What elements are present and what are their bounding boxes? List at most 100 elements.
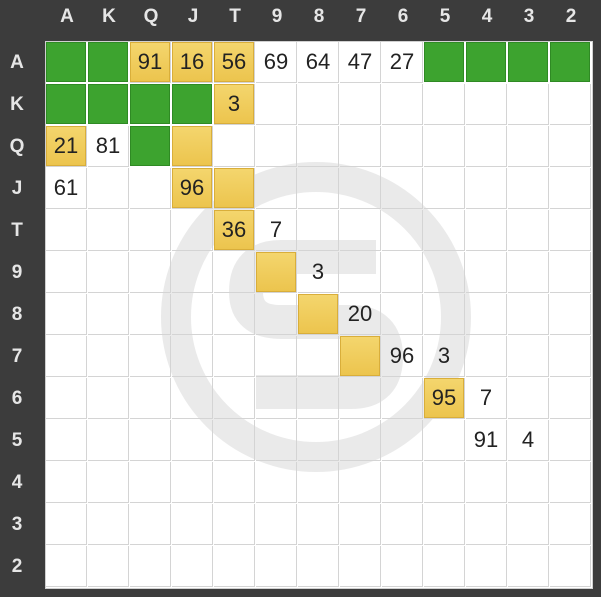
hand-cell-9Q[interactable] — [130, 252, 171, 293]
hand-cell-28[interactable] — [298, 546, 339, 587]
hand-cell-44[interactable] — [466, 462, 507, 503]
hand-cell-T2[interactable] — [550, 210, 591, 251]
hand-cell-83[interactable] — [508, 294, 549, 335]
hand-cell-8K[interactable] — [88, 294, 129, 335]
hand-cell-TK[interactable] — [88, 210, 129, 251]
hand-cell-32[interactable] — [550, 504, 591, 545]
hand-cell-A9[interactable]: 69 — [256, 42, 297, 83]
hand-cell-T3[interactable] — [508, 210, 549, 251]
hand-cell-TJ[interactable] — [172, 210, 213, 251]
hand-cell-63[interactable] — [508, 378, 549, 419]
hand-cell-KQ[interactable] — [130, 84, 171, 125]
hand-cell-72[interactable] — [550, 336, 591, 377]
hand-cell-42[interactable] — [550, 462, 591, 503]
hand-cell-AA[interactable] — [46, 42, 87, 83]
hand-cell-K8[interactable] — [298, 84, 339, 125]
hand-cell-T4[interactable] — [466, 210, 507, 251]
hand-cell-2T[interactable] — [214, 546, 255, 587]
hand-cell-9J[interactable] — [172, 252, 213, 293]
hand-cell-23[interactable] — [508, 546, 549, 587]
hand-cell-64[interactable]: 7 — [466, 378, 507, 419]
hand-cell-TQ[interactable] — [130, 210, 171, 251]
hand-cell-QJ[interactable] — [172, 126, 213, 167]
hand-cell-96[interactable] — [382, 252, 423, 293]
hand-cell-6Q[interactable] — [130, 378, 171, 419]
hand-cell-35[interactable] — [424, 504, 465, 545]
hand-cell-75[interactable]: 3 — [424, 336, 465, 377]
hand-cell-9K[interactable] — [88, 252, 129, 293]
hand-cell-AQ[interactable]: 91 — [130, 42, 171, 83]
hand-cell-QK[interactable]: 81 — [88, 126, 129, 167]
hand-cell-58[interactable] — [298, 420, 339, 461]
hand-cell-J3[interactable] — [508, 168, 549, 209]
hand-cell-7J[interactable] — [172, 336, 213, 377]
hand-cell-KJ[interactable] — [172, 84, 213, 125]
hand-cell-62[interactable] — [550, 378, 591, 419]
hand-cell-9T[interactable] — [214, 252, 255, 293]
hand-cell-77[interactable] — [340, 336, 381, 377]
hand-cell-AK[interactable] — [88, 42, 129, 83]
hand-cell-6A[interactable] — [46, 378, 87, 419]
hand-cell-JK[interactable] — [88, 168, 129, 209]
hand-cell-74[interactable] — [466, 336, 507, 377]
hand-cell-K3[interactable] — [508, 84, 549, 125]
hand-cell-38[interactable] — [298, 504, 339, 545]
hand-cell-A2[interactable] — [550, 42, 591, 83]
hand-cell-37[interactable] — [340, 504, 381, 545]
hand-cell-3J[interactable] — [172, 504, 213, 545]
hand-cell-5T[interactable] — [214, 420, 255, 461]
hand-cell-Q2[interactable] — [550, 126, 591, 167]
hand-cell-7K[interactable] — [88, 336, 129, 377]
hand-cell-J6[interactable] — [382, 168, 423, 209]
hand-cell-87[interactable]: 20 — [340, 294, 381, 335]
hand-cell-57[interactable] — [340, 420, 381, 461]
hand-cell-27[interactable] — [340, 546, 381, 587]
hand-cell-59[interactable] — [256, 420, 297, 461]
hand-cell-AJ[interactable]: 16 — [172, 42, 213, 83]
hand-cell-76[interactable]: 96 — [382, 336, 423, 377]
hand-cell-78[interactable] — [298, 336, 339, 377]
hand-cell-4Q[interactable] — [130, 462, 171, 503]
hand-cell-22[interactable] — [550, 546, 591, 587]
hand-cell-7T[interactable] — [214, 336, 255, 377]
hand-cell-A3[interactable] — [508, 42, 549, 83]
hand-cell-65[interactable]: 95 — [424, 378, 465, 419]
hand-cell-K2[interactable] — [550, 84, 591, 125]
hand-cell-69[interactable] — [256, 378, 297, 419]
hand-cell-KA[interactable] — [46, 84, 87, 125]
hand-cell-7A[interactable] — [46, 336, 87, 377]
hand-cell-84[interactable] — [466, 294, 507, 335]
hand-cell-5J[interactable] — [172, 420, 213, 461]
hand-cell-A6[interactable]: 27 — [382, 42, 423, 83]
hand-cell-5A[interactable] — [46, 420, 87, 461]
hand-cell-Q9[interactable] — [256, 126, 297, 167]
hand-cell-34[interactable] — [466, 504, 507, 545]
hand-cell-Q7[interactable] — [340, 126, 381, 167]
hand-cell-T6[interactable] — [382, 210, 423, 251]
hand-cell-92[interactable] — [550, 252, 591, 293]
hand-cell-82[interactable] — [550, 294, 591, 335]
hand-cell-88[interactable] — [298, 294, 339, 335]
hand-cell-55[interactable] — [424, 420, 465, 461]
hand-cell-3Q[interactable] — [130, 504, 171, 545]
hand-cell-Q4[interactable] — [466, 126, 507, 167]
hand-cell-4J[interactable] — [172, 462, 213, 503]
hand-cell-J8[interactable] — [298, 168, 339, 209]
hand-cell-T8[interactable] — [298, 210, 339, 251]
hand-cell-J9[interactable] — [256, 168, 297, 209]
hand-cell-8Q[interactable] — [130, 294, 171, 335]
hand-cell-KK[interactable] — [88, 84, 129, 125]
hand-cell-2Q[interactable] — [130, 546, 171, 587]
hand-cell-J5[interactable] — [424, 168, 465, 209]
hand-cell-6J[interactable] — [172, 378, 213, 419]
hand-cell-73[interactable] — [508, 336, 549, 377]
hand-cell-3K[interactable] — [88, 504, 129, 545]
hand-cell-JJ[interactable]: 96 — [172, 168, 213, 209]
hand-cell-94[interactable] — [466, 252, 507, 293]
hand-cell-48[interactable] — [298, 462, 339, 503]
hand-cell-Q3[interactable] — [508, 126, 549, 167]
hand-cell-TA[interactable] — [46, 210, 87, 251]
hand-cell-7Q[interactable] — [130, 336, 171, 377]
hand-cell-AT[interactable]: 56 — [214, 42, 255, 83]
hand-cell-J2[interactable] — [550, 168, 591, 209]
